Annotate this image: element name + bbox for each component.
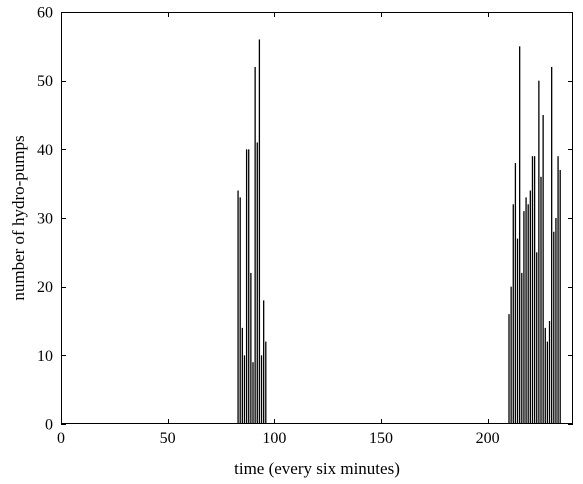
bar — [250, 272, 252, 424]
y-axis-label: number of hydro-pumps — [9, 135, 28, 300]
ticks-layer: 0 50 100 150 200 0 10 20 30 40 50 60 — [37, 5, 573, 447]
bar — [531, 156, 534, 424]
x-tick-label: 50 — [160, 430, 176, 447]
bar — [237, 190, 239, 424]
bar — [510, 286, 512, 424]
bar — [263, 300, 265, 424]
x-tick-label: 150 — [369, 430, 393, 447]
y-tick-label: 30 — [37, 211, 53, 228]
x-axis-label: time (every six minutes) — [234, 459, 400, 478]
bar — [265, 341, 267, 424]
bar — [514, 163, 517, 424]
x-tick-label: 200 — [476, 430, 500, 447]
y-tick-label: 60 — [37, 5, 53, 22]
bar — [245, 149, 248, 424]
bar — [557, 156, 559, 424]
bar — [516, 238, 519, 424]
bar — [252, 362, 254, 424]
bar — [239, 197, 241, 424]
bar — [540, 176, 542, 424]
bar — [553, 231, 555, 424]
bar — [521, 272, 523, 424]
x-tick-label: 100 — [262, 430, 286, 447]
bar — [527, 204, 529, 424]
bar — [258, 39, 261, 424]
bar — [542, 115, 544, 424]
x-tick-label: 0 — [57, 430, 65, 447]
y-tick-label: 50 — [37, 73, 53, 90]
y-tick-label: 20 — [37, 279, 53, 296]
bar — [241, 327, 243, 424]
bar — [248, 149, 250, 424]
bars-layer — [237, 39, 561, 425]
bar — [260, 355, 263, 424]
bar — [551, 66, 553, 425]
bar — [256, 142, 258, 424]
bar — [546, 341, 549, 424]
bar — [533, 156, 536, 424]
bar — [548, 321, 551, 424]
bar — [529, 190, 531, 424]
y-tick-label: 0 — [45, 417, 53, 434]
bar — [538, 80, 540, 425]
bar — [508, 314, 510, 424]
bar — [254, 66, 256, 425]
bar — [523, 211, 525, 424]
y-tick-label: 40 — [37, 142, 53, 159]
bar — [243, 355, 246, 424]
bar — [525, 197, 527, 424]
y-tick-label: 10 — [37, 348, 53, 365]
bar — [512, 204, 514, 424]
bar — [555, 218, 557, 424]
bar — [559, 169, 561, 424]
bar — [544, 327, 546, 424]
bar — [536, 252, 538, 424]
bar — [519, 46, 521, 424]
